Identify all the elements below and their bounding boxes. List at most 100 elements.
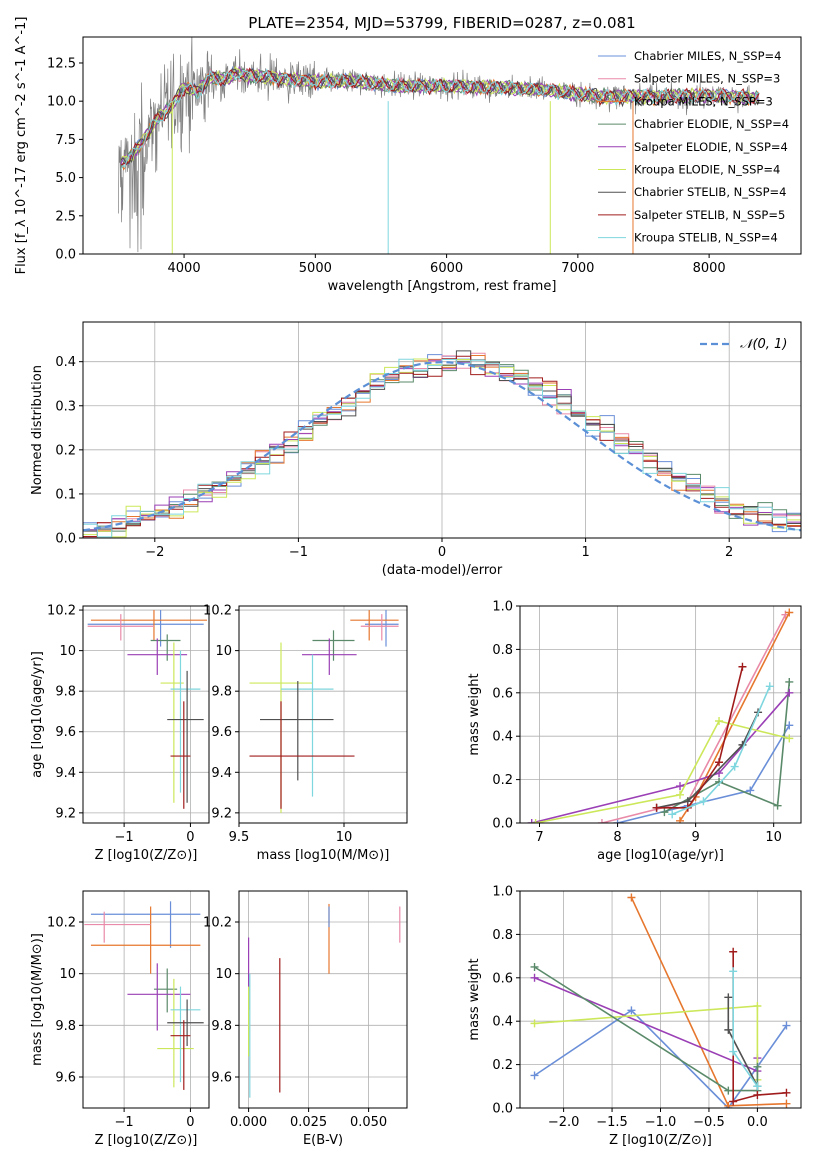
y-tick-label: 10.0 (47, 95, 76, 110)
data-marker (699, 797, 708, 806)
data-marker (782, 1099, 791, 1108)
data-marker (530, 1019, 539, 1028)
data-marker (715, 758, 724, 767)
y-tick-label: 0.6 (492, 686, 513, 701)
legend-label: 𝒩(0, 1) (740, 337, 787, 352)
y-tick-label: 0.3 (55, 399, 76, 414)
y-tick-label: 5.0 (55, 171, 76, 186)
y-tick-label: 0.8 (492, 643, 513, 658)
mass-weight-line (656, 666, 744, 809)
data-marker (597, 819, 606, 823)
y-tick-label: 0.2 (492, 773, 513, 788)
x-tick-label: 0.050 (350, 1115, 387, 1130)
x-tick-label: 8000 (693, 261, 726, 276)
axes-frame (238, 605, 408, 824)
data-marker (785, 721, 794, 730)
y-tick-label: 9.4 (211, 766, 232, 781)
x-tick-label: −1 (115, 830, 134, 845)
x-tick-label: 6000 (430, 261, 463, 276)
y-axis-label: Normed distribution (30, 365, 45, 495)
legend: 𝒩(0, 1) (700, 337, 787, 352)
y-tick-label: 9.2 (211, 806, 232, 821)
y-tick-label: 0.8 (492, 928, 513, 943)
mass-weight-line (617, 724, 790, 823)
y-tick-label: 0.4 (55, 355, 76, 370)
x-tick-label: −1 (289, 545, 308, 560)
y-tick-label: 9.4 (55, 766, 76, 781)
data-marker (746, 786, 755, 795)
residual-histogram (83, 355, 801, 537)
y-tick-label: 10.2 (203, 916, 232, 931)
data-marker (785, 677, 794, 686)
x-tick-label: 0.025 (290, 1115, 327, 1130)
y-axis-label: mass [log10(M/M⊙)] (30, 933, 45, 1066)
panels: 4000 5000 6000 7000 80000.02.55.07.510.012.5… (14, 17, 802, 1148)
y-tick-label: 0.0 (492, 817, 513, 832)
x-tick-label: 9 (691, 830, 699, 845)
x-tick-label: 0 (186, 830, 194, 845)
y-tick-label: 10 (215, 967, 232, 982)
data-marker (724, 1025, 733, 1034)
data-marker (738, 662, 747, 671)
x-tick-label: 2 (725, 545, 733, 560)
normal-curve (83, 360, 801, 532)
data-marker (676, 782, 685, 791)
data-marker (785, 608, 794, 617)
plot-area (84, 901, 204, 1090)
data-marker (627, 893, 636, 902)
x-tick-label: 0.0 (747, 1115, 768, 1130)
mass-weight-line (531, 692, 790, 823)
mass-weight-line (671, 685, 771, 816)
legend-label: Kroupa STELIB, N_SSP=4 (634, 231, 778, 245)
x-tick-label: −2.0 (548, 1115, 580, 1130)
y-tick-label: 9.8 (55, 1019, 76, 1034)
data-marker (627, 1006, 636, 1015)
panel-mass-vs-ebv: 0.000 0.025 0.050 9.6 9.8 10 10.2 E(B-V) (203, 890, 408, 1148)
y-tick-label: 9.8 (211, 685, 232, 700)
y-tick-label: 7.5 (55, 133, 76, 148)
legend-label: Salpeter STELIB, N_SSP=5 (634, 208, 785, 222)
axes: −1 0 9.2 9.4 9.6 9.8 10 10.2 Z [log10(Z/Z⊙)] age … (30, 604, 210, 863)
data-marker (530, 1071, 539, 1080)
data-marker (729, 967, 738, 976)
y-tick-label: 9.6 (211, 1071, 232, 1086)
data-marker (724, 993, 733, 1002)
data-marker (676, 816, 685, 823)
legend-label: Chabrier MILES, N_SSP=4 (634, 49, 781, 63)
y-tick-label: 0.6 (492, 971, 513, 986)
legend-label: Salpeter MILES, N_SSP=3 (634, 72, 780, 86)
data-marker (660, 808, 669, 817)
data-marker (530, 962, 539, 971)
legend-label: Kroupa MILES, N_SSP=3 (634, 94, 773, 108)
mass-weight-line (534, 966, 759, 1092)
y-tick-label: 1.0 (492, 885, 513, 900)
y-axis-label: Flux [f_λ 10^-17 erg cm^-2 s^-1 A^-1] (14, 17, 29, 275)
model-spectrum (120, 65, 760, 165)
y-tick-label: 12.5 (47, 56, 76, 71)
x-tick-label: 10 (765, 830, 782, 845)
x-axis-label: Z [log10(Z/Z⊙)] (609, 1133, 712, 1148)
y-tick-label: 9.6 (55, 1071, 76, 1086)
y-tick-label: 9.6 (211, 725, 232, 740)
y-tick-label: 10.2 (203, 604, 232, 619)
data-marker (652, 803, 661, 812)
x-tick-label: 0 (186, 1115, 194, 1130)
legend-label: Chabrier ELODIE, N_SSP=4 (634, 117, 789, 131)
data-marker (729, 947, 738, 956)
model-spectrum (120, 68, 760, 166)
panel-age-vs-Z: −1 0 9.2 9.4 9.6 9.8 10 10.2 Z [log10(Z/Z⊙)] age … (30, 604, 210, 863)
mass-weight-line (535, 720, 790, 823)
axes: −2.0 −1.5 −1.0 −0.5 0.0 0.0 0.2 0.4 0.6 0.8 1.0 Z [… (467, 885, 802, 1148)
plot-area (83, 350, 801, 538)
y-tick-label: 9.8 (211, 1019, 232, 1034)
plot-area (118, 37, 760, 254)
x-tick-label: −1.0 (645, 1115, 677, 1130)
data-marker (715, 717, 724, 726)
axes: 7 8 9 10 0.0 0.2 0.4 0.6 0.8 1.0 age [log10(age/yr… (467, 600, 802, 863)
data-marker (668, 810, 677, 819)
data-marker (724, 1101, 733, 1108)
panel-residuals: −2 −1 0 1 2 0.0 0.1 0.2 0.3 0.4 (data-model)/error… (30, 321, 802, 578)
y-tick-label: 2.5 (55, 209, 76, 224)
x-tick-label: −1.5 (596, 1115, 628, 1130)
mass-weight-line (656, 711, 759, 809)
